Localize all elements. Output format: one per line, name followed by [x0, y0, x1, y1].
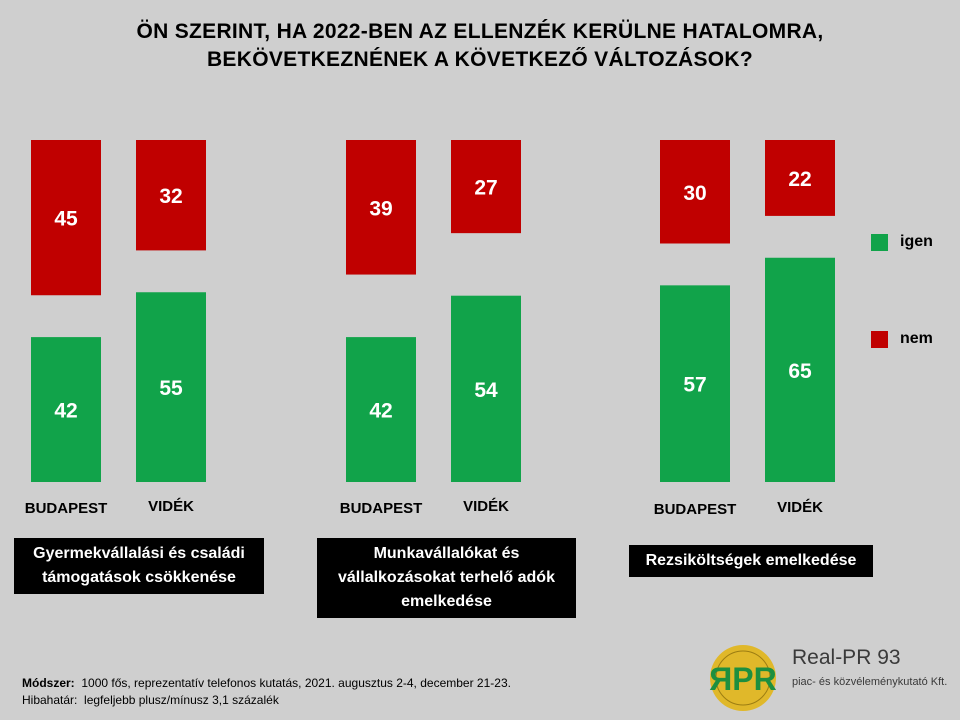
bar-igen-3-vidék [765, 257, 835, 482]
footer-note: Módszer: 1000 fős, reprezentatív telefon… [22, 675, 511, 709]
label-igen-3-vidék: 65 [788, 360, 812, 383]
bar-nem-3-vidék [765, 140, 835, 216]
bar-igen-1-budapest [31, 337, 101, 482]
chart-title: ÖN SZERINT, HA 2022-BEN AZ ELLENZÉK KERÜ… [0, 18, 960, 74]
category-label-1-vidék: VIDÉK [148, 498, 194, 515]
logo-letters: ЯPR [709, 661, 776, 697]
bar-nem-3-budapest [660, 140, 730, 244]
method-text: 1000 fős, reprezentatív telefonos kutatá… [81, 676, 511, 690]
category-label-1-budapest: BUDAPEST [25, 500, 108, 517]
legend-yes: igen [871, 233, 933, 251]
bar-igen-2-budapest [346, 337, 416, 482]
bar-igen-1-vidék [136, 292, 206, 482]
label-nem-1-budapest: 45 [54, 208, 78, 231]
caption-group-2: Munkavállalókat és vállalkozásokat terhe… [317, 538, 576, 618]
label-igen-2-vidék: 54 [474, 379, 498, 402]
error-text: legfeljebb plusz/mínusz 3,1 százalék [84, 693, 279, 707]
label-nem-3-vidék: 22 [788, 168, 811, 191]
label-nem-1-vidék: 32 [159, 185, 182, 208]
label-igen-1-budapest: 42 [54, 400, 77, 423]
label-igen-1-vidék: 55 [159, 377, 183, 400]
logo-badge-icon: ЯPR [709, 645, 777, 711]
bar-nem-2-budapest [346, 140, 416, 275]
legend-no: nem [871, 330, 933, 348]
bar-nem-1-vidék [136, 140, 206, 251]
legend-no-label: nem [900, 330, 933, 347]
title-line-2: BEKÖVETKEZNÉNEK A KÖVETKEZŐ VÁLTOZÁSOK? [206, 48, 754, 71]
category-label-3-budapest: BUDAPEST [654, 501, 737, 518]
label-igen-2-budapest: 42 [369, 400, 392, 423]
error-label: Hibahatár: [22, 693, 78, 707]
category-label-3-vidék: VIDÉK [777, 499, 823, 516]
category-label-2-budapest: BUDAPEST [340, 500, 423, 517]
label-nem-3-budapest: 30 [683, 182, 706, 205]
method-label: Módszer: [22, 676, 75, 690]
caption-group-3: Rezsiköltségek emelkedése [629, 545, 873, 577]
title-line-1: ÖN SZERINT, HA 2022-BEN AZ ELLENZÉK KERÜ… [136, 20, 824, 43]
category-label-2-vidék: VIDÉK [463, 498, 509, 515]
logo-name: Real-PR 93 [792, 646, 901, 669]
legend-yes-swatch [871, 233, 888, 251]
bar-igen-2-vidék [451, 295, 521, 482]
bar-nem-2-vidék [451, 140, 521, 234]
legend-yes-label: igen [900, 233, 933, 250]
logo-subtitle: piac- és közvéleménykutató Kft. [792, 676, 948, 688]
label-nem-2-budapest: 39 [369, 197, 392, 220]
label-igen-3-budapest: 57 [683, 374, 706, 397]
chart-svg: 45 42 BUDAPEST 32 55 VIDÉK 39 42 BUDAPEST 27 54 VID… [25, 140, 835, 518]
bar-igen-3-budapest [660, 285, 730, 482]
bar-nem-1-budapest [31, 140, 101, 296]
company-logo: ЯPR Real-PR 93 piac- és közvéleménykutat… [700, 642, 950, 714]
legend-no-swatch [871, 330, 888, 348]
caption-group-1: Gyermekvállalási és családi támogatások … [14, 538, 264, 594]
label-nem-2-vidék: 27 [474, 177, 497, 200]
